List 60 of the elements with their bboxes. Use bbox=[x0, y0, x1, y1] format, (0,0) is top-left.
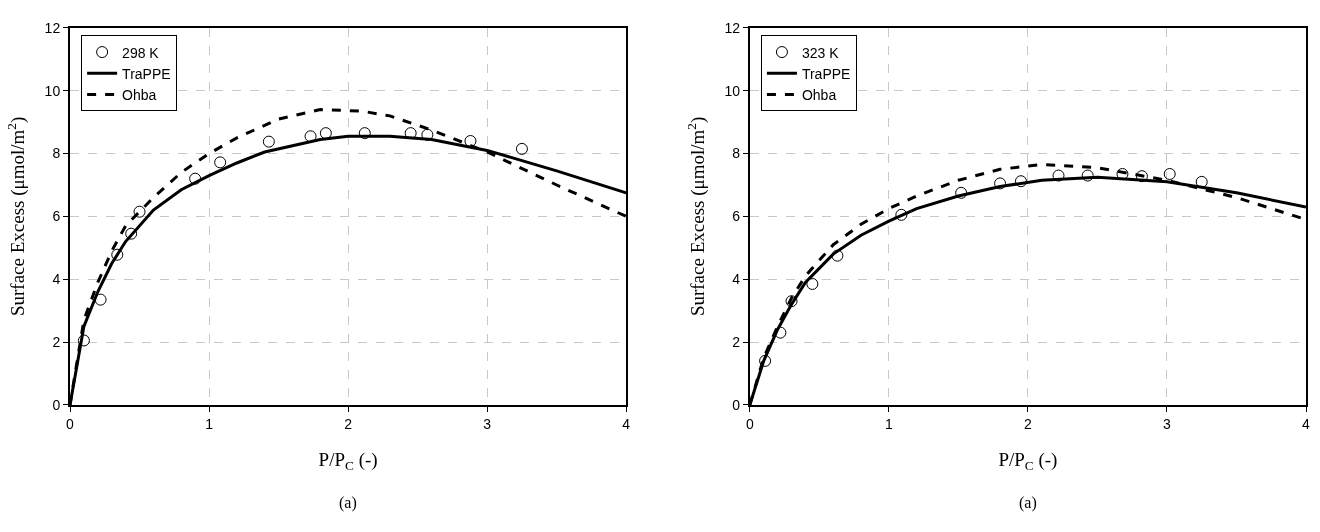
legend-label: 323 K bbox=[801, 44, 840, 61]
y-tick-label: 4 bbox=[732, 271, 741, 288]
legend-label: Ohba bbox=[122, 86, 157, 103]
y-tick-label: 6 bbox=[732, 208, 741, 225]
y-tick-label: 0 bbox=[732, 396, 741, 413]
text: (a) bbox=[1019, 494, 1037, 512]
legend-label: Ohba bbox=[801, 86, 837, 103]
y-tick-label: 10 bbox=[724, 82, 741, 99]
x-tick-label: 0 bbox=[745, 415, 754, 432]
point bbox=[133, 205, 146, 218]
point bbox=[1081, 169, 1094, 182]
point bbox=[759, 354, 772, 367]
point bbox=[955, 186, 968, 199]
y-tick-label: 0 bbox=[52, 396, 61, 413]
point bbox=[404, 127, 417, 140]
point bbox=[895, 208, 908, 221]
x-tick-label: 3 bbox=[1163, 415, 1172, 432]
point bbox=[189, 172, 202, 185]
point bbox=[94, 293, 107, 306]
legend-label: TraPPE bbox=[801, 65, 851, 82]
y-tick-label: 10 bbox=[44, 82, 61, 99]
point bbox=[1014, 175, 1027, 188]
legend-label: TraPPE bbox=[122, 65, 171, 82]
point bbox=[77, 334, 90, 347]
y-tick-label: 8 bbox=[52, 145, 61, 162]
point bbox=[214, 156, 227, 169]
legend-label: 298 K bbox=[122, 44, 160, 61]
point bbox=[1052, 169, 1065, 182]
point bbox=[1195, 175, 1208, 188]
y-tick-label: 4 bbox=[52, 271, 61, 288]
y-tick-label: 2 bbox=[52, 333, 61, 350]
x-tick-label: 2 bbox=[344, 415, 353, 432]
y-tick-label: 12 bbox=[44, 19, 61, 36]
point bbox=[125, 227, 138, 240]
point bbox=[1163, 167, 1176, 180]
x-tick-label: 0 bbox=[66, 415, 75, 432]
point bbox=[515, 142, 528, 155]
x-tick-label: 1 bbox=[205, 415, 214, 432]
point bbox=[1135, 170, 1148, 183]
x-tick-label: 2 bbox=[1024, 415, 1032, 432]
y-tick-label: 8 bbox=[732, 145, 741, 162]
point bbox=[421, 128, 434, 141]
point bbox=[358, 127, 371, 140]
x-axis-title: P/P$_{C}$ (-) bbox=[318, 448, 378, 473]
x-tick-label: 4 bbox=[1302, 415, 1311, 432]
y-tick-label: 12 bbox=[724, 19, 741, 36]
y-tick-label: 6 bbox=[52, 208, 61, 225]
point bbox=[994, 177, 1007, 190]
x-axis-title: P/P$_{C}$ (-) bbox=[998, 448, 1058, 473]
point bbox=[806, 277, 819, 290]
x-tick-label: 4 bbox=[622, 415, 631, 432]
x-tick-label: 3 bbox=[483, 415, 492, 432]
y-tick-label: 2 bbox=[732, 333, 741, 350]
point bbox=[785, 295, 798, 308]
point bbox=[831, 249, 844, 262]
x-tick-label: 1 bbox=[884, 415, 893, 432]
point bbox=[774, 326, 787, 339]
point bbox=[262, 135, 275, 148]
point bbox=[111, 248, 124, 261]
text: (a) bbox=[339, 494, 357, 512]
